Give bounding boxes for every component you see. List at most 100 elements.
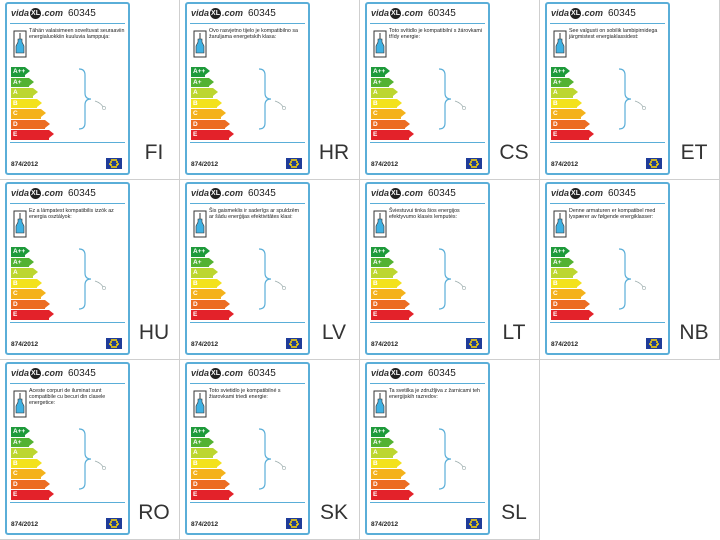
eu-star xyxy=(649,342,652,345)
energy-class-bar: A++ xyxy=(191,247,210,257)
eu-star xyxy=(476,344,479,347)
energy-class-bar: A++ xyxy=(371,247,390,257)
eu-star xyxy=(111,519,114,522)
energy-class-bar: E xyxy=(371,130,414,140)
energy-class-bar: D xyxy=(191,299,230,309)
energy-class-bar: A++ xyxy=(551,67,570,77)
energy-class-scale: A++ A+ A B C D E xyxy=(371,67,414,141)
divider xyxy=(190,383,305,384)
eu-star xyxy=(296,520,299,523)
eu-star xyxy=(469,520,472,523)
energy-class-bar: A++ xyxy=(11,247,30,257)
energy-class-bar: C xyxy=(371,109,406,119)
eu-star xyxy=(651,165,654,168)
eu-star xyxy=(296,522,299,525)
energy-class-bar: C xyxy=(11,289,46,299)
energy-label: vida XL .com 60345 Aceste corpuri de ilumi… xyxy=(5,362,130,535)
eu-star xyxy=(109,340,112,343)
divider xyxy=(190,23,305,24)
regulation-number: 874/2012 xyxy=(11,161,39,168)
product-code: 60345 xyxy=(608,188,636,199)
brace-icon xyxy=(438,248,466,310)
energy-class-bar: A+ xyxy=(551,257,574,267)
label-cell-lt: vida XL .com 60345 Šviestuvui tinka šios e… xyxy=(360,180,540,360)
energy-class-scale: A++ A+ A B C D E xyxy=(11,67,54,141)
eu-star xyxy=(294,345,297,348)
eu-star xyxy=(109,524,112,527)
bulb-icon xyxy=(553,30,567,58)
energy-class-bar: A xyxy=(191,88,218,98)
regulation-number: 874/2012 xyxy=(371,521,399,528)
compatibility-text: Toto svítidlo je kompatibilní s žárovkam… xyxy=(389,28,483,41)
eu-star xyxy=(291,345,294,348)
energy-class-bar: A+ xyxy=(11,437,34,447)
regulation-number: 874/2012 xyxy=(371,341,399,348)
energy-class-bar: E xyxy=(371,310,414,320)
energy-class-bar: E xyxy=(11,310,54,320)
eu-star xyxy=(476,524,479,527)
divider xyxy=(550,322,665,323)
eu-star xyxy=(113,518,115,521)
energy-class-bar: A++ xyxy=(11,427,30,437)
eu-star xyxy=(653,166,655,169)
product-code: 60345 xyxy=(68,368,96,379)
language-code: ET xyxy=(680,141,708,164)
energy-class-bar: A+ xyxy=(191,77,214,87)
energy-class-bar: E xyxy=(11,490,54,500)
energy-class-bar: D xyxy=(371,479,410,489)
regulation-number: 874/2012 xyxy=(191,341,219,348)
energy-class-bar: D xyxy=(11,479,50,489)
eu-star xyxy=(649,164,652,167)
energy-class-bar: D xyxy=(371,119,410,129)
energy-class-bar: A++ xyxy=(191,67,210,77)
energy-class-scale: A++ A+ A B C D E xyxy=(371,247,414,321)
brand-logo: vida XL .com xyxy=(371,188,424,200)
eu-star xyxy=(111,525,114,528)
eu-star xyxy=(294,165,297,168)
language-code: SL xyxy=(501,501,527,524)
divider xyxy=(370,322,485,323)
energy-class-bar: E xyxy=(191,130,234,140)
eu-star xyxy=(656,340,659,343)
eu-star xyxy=(654,345,657,348)
energy-class-bar: D xyxy=(11,299,50,309)
eu-star xyxy=(654,159,657,162)
eu-star xyxy=(471,159,474,162)
energy-class-scale: A++ A+ A B C D E xyxy=(11,247,54,321)
eu-star xyxy=(116,520,119,523)
energy-class-bar: C xyxy=(551,109,586,119)
brand-logo: vida XL .com xyxy=(11,368,64,380)
energy-class-bar: D xyxy=(371,299,410,309)
divider xyxy=(10,502,125,503)
eu-star xyxy=(294,525,297,528)
energy-class-bar: B xyxy=(371,98,402,108)
energy-class-bar: A xyxy=(371,268,398,278)
language-code: LV xyxy=(321,321,347,344)
energy-class-bar: A xyxy=(371,88,398,98)
eu-star xyxy=(116,164,119,167)
eu-star xyxy=(649,160,652,163)
compatibility-text: See valgusti on sobilik lambipirnidega j… xyxy=(569,28,658,41)
label-cell-sl: vida XL .com 60345 Ta svetilka je združlji… xyxy=(360,360,540,540)
energy-class-bar: B xyxy=(11,278,42,288)
energy-class-scale: A++ A+ A B C D E xyxy=(371,427,414,501)
energy-class-bar: B xyxy=(371,458,402,468)
energy-class-bar: A++ xyxy=(191,427,210,437)
product-code: 60345 xyxy=(68,8,96,19)
eu-star xyxy=(471,519,474,522)
energy-class-bar: A xyxy=(191,448,218,458)
energy-class-bar: D xyxy=(11,119,50,129)
energy-class-bar: A xyxy=(11,268,38,278)
brand-logo: vida XL .com xyxy=(371,8,424,20)
eu-star xyxy=(476,160,479,163)
eu-star xyxy=(476,522,479,525)
eu-star xyxy=(653,158,655,161)
energy-class-bar: D xyxy=(191,479,230,489)
language-code: CS xyxy=(499,141,529,164)
eu-star xyxy=(656,344,659,347)
product-code: 60345 xyxy=(428,188,456,199)
language-code: NB xyxy=(679,321,709,344)
divider xyxy=(370,203,485,204)
product-code: 60345 xyxy=(428,8,456,19)
eu-star xyxy=(111,345,114,348)
